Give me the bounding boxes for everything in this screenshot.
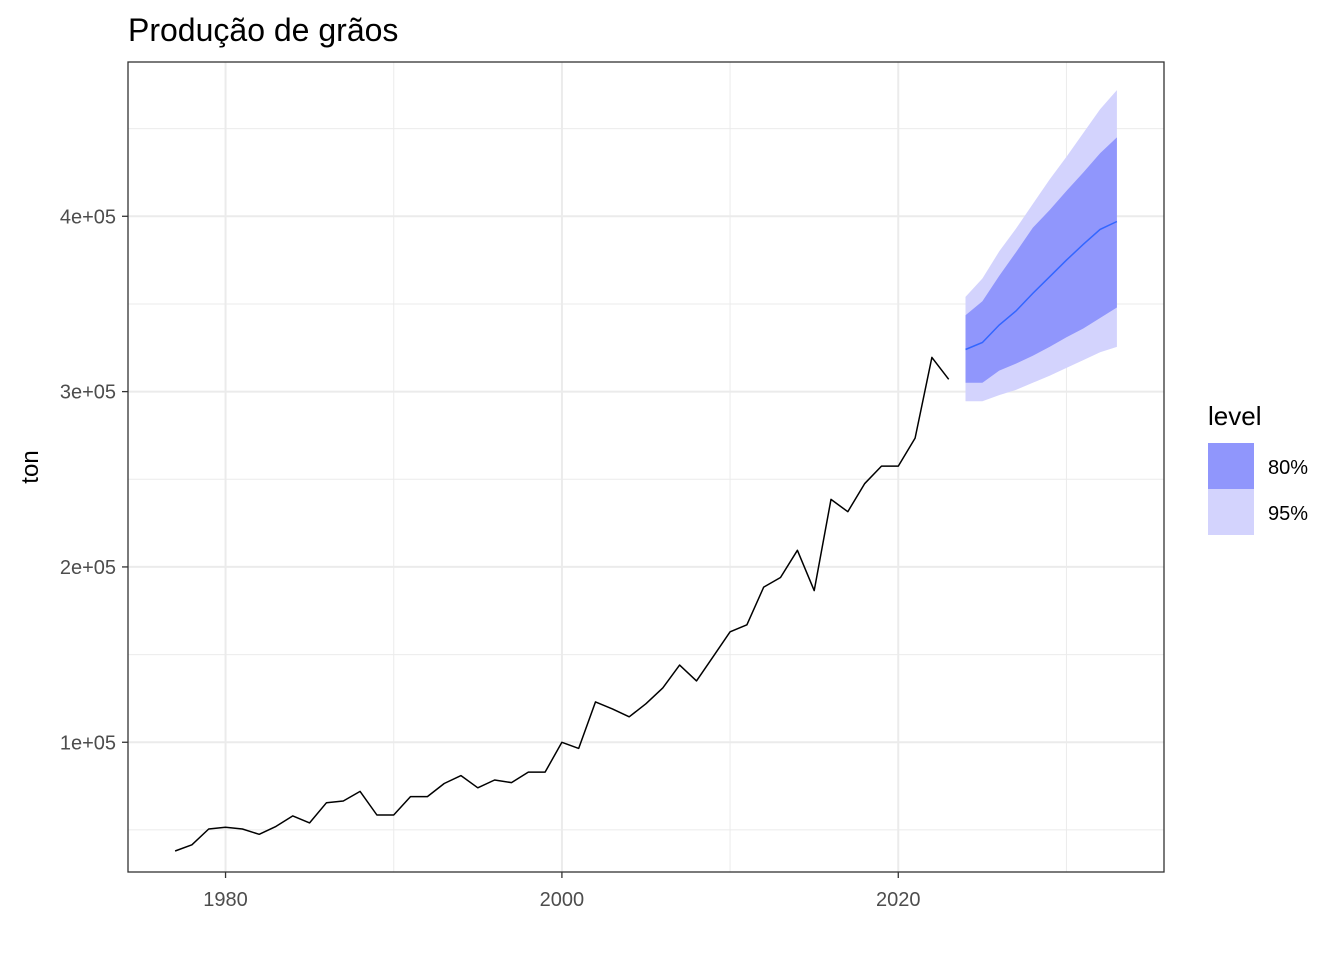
- y-tick-label: 4e+05: [60, 206, 116, 228]
- plot-panel: [127, 61, 1165, 873]
- y-axis: 1e+05 2e+05 3e+05 4e+05: [60, 206, 128, 754]
- legend-label: 95%: [1268, 503, 1308, 525]
- y-tick-label: 3e+05: [60, 382, 116, 404]
- legend-swatch: [1208, 443, 1254, 489]
- panel-background: [128, 62, 1164, 872]
- y-tick-label: 2e+05: [60, 557, 116, 579]
- panel-border: [127, 61, 1165, 873]
- series-lines: [174, 220, 1118, 852]
- x-tick-label: 2020: [876, 889, 921, 911]
- legend: level 80% 95%: [1208, 401, 1308, 535]
- forecast-mean-line: [965, 220, 1118, 351]
- x-tick-label: 2000: [540, 889, 585, 911]
- chart-title: Produção de grãos: [128, 12, 398, 48]
- legend-swatch: [1208, 489, 1254, 535]
- legend-title: level: [1208, 401, 1261, 431]
- legend-label: 80%: [1268, 457, 1308, 479]
- y-axis-title: ton: [17, 450, 44, 483]
- x-axis: 1980 2000 2020: [203, 872, 921, 911]
- x-tick-label: 1980: [203, 889, 248, 911]
- y-tick-label: 1e+05: [60, 732, 116, 754]
- observed-series-line: [174, 356, 950, 852]
